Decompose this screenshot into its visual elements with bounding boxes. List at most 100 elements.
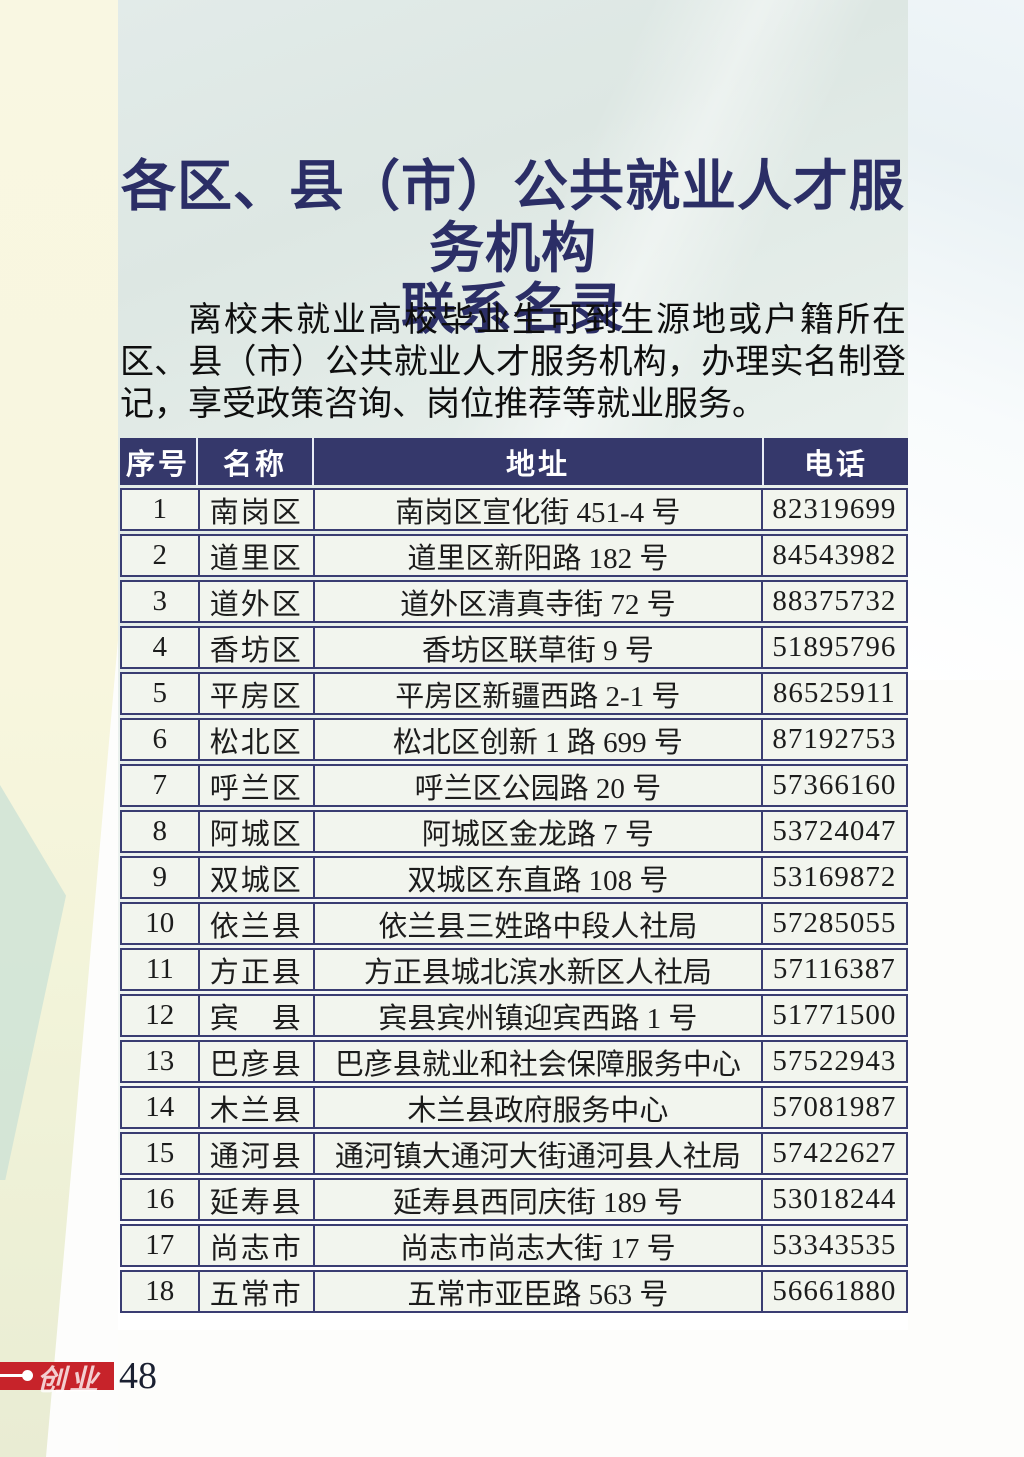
cell-name: 巴彦县 — [197, 1042, 313, 1081]
cell-address: 巴彦县就业和社会保障服务中心 — [312, 1042, 761, 1081]
cell-name: 双城区 — [197, 858, 313, 897]
page-title-line1: 各区、县（市）公共就业人才服务机构 — [120, 155, 905, 279]
background-top-right — [908, 0, 1024, 680]
cell-no: 14 — [145, 1091, 175, 1123]
cell-no: 16 — [145, 1183, 175, 1215]
cell-name: 呼兰区 — [197, 766, 313, 805]
cell-name: 道里区 — [197, 536, 313, 575]
cell-name: 木兰县 — [197, 1088, 313, 1127]
cell-address: 香坊区联草街 9 号 — [312, 628, 761, 667]
table-row: 5 平房区 平房区新疆西路 2-1 号 86525911 — [120, 672, 908, 715]
footer-logo-banner: 创业 — [0, 1362, 114, 1397]
cell-phone: 86525911 — [760, 674, 906, 713]
cell-address: 呼兰区公园路 20 号 — [312, 766, 761, 805]
cell-phone: 57522943 — [760, 1042, 906, 1081]
cell-name: 香坊区 — [197, 628, 313, 667]
table-row: 14 木兰县 木兰县政府服务中心 57081987 — [120, 1086, 908, 1129]
cell-phone: 51895796 — [760, 628, 906, 667]
table-header-row: 序号 名称 地址 电话 — [120, 438, 908, 485]
cell-phone: 51771500 — [760, 996, 906, 1035]
cell-address: 松北区创新 1 路 699 号 — [312, 720, 761, 759]
table-row: 7 呼兰区 呼兰区公园路 20 号 57366160 — [120, 764, 908, 807]
banner-dot-decoration — [22, 1370, 33, 1381]
cell-address: 方正县城北滨水新区人社局 — [312, 950, 761, 989]
cell-phone: 57081987 — [760, 1088, 906, 1127]
cell-no: 8 — [152, 815, 168, 847]
cell-no: 17 — [145, 1229, 175, 1261]
cell-name: 宾 县 — [197, 996, 313, 1035]
cell-address: 依兰县三姓路中段人社局 — [312, 904, 761, 943]
page-title-line2: 联系名录 — [400, 278, 625, 341]
cell-name: 尚志市 — [197, 1226, 313, 1265]
cell-phone: 88375732 — [760, 582, 906, 621]
cell-address: 双城区东直路 108 号 — [312, 858, 761, 897]
cell-phone: 84543982 — [760, 536, 906, 575]
cell-no: 3 — [152, 585, 168, 617]
cell-phone: 57422627 — [760, 1134, 906, 1173]
cell-name: 松北区 — [197, 720, 313, 759]
cell-address: 五常市亚臣路 563 号 — [312, 1272, 761, 1311]
table-row: 4 香坊区 香坊区联草街 9 号 51895796 — [120, 626, 908, 669]
table-row: 15 通河县 通河镇大通河大街通河县人社局 57422627 — [120, 1132, 908, 1175]
banner-line-decoration — [0, 1374, 23, 1377]
table-row: 1 南岗区 南岗区宣化街 451-4 号 82319699 — [120, 488, 908, 531]
cell-no: 7 — [152, 769, 168, 801]
cell-phone: 53724047 — [760, 812, 906, 851]
cell-no: 4 — [152, 631, 168, 663]
cell-address: 南岗区宣化街 451-4 号 — [312, 490, 761, 529]
cell-no: 12 — [145, 999, 175, 1031]
header-cell-phone: 电话 — [761, 438, 908, 485]
cell-phone: 53018244 — [760, 1180, 906, 1219]
table-row: 10 依兰县 依兰县三姓路中段人社局 57285055 — [120, 902, 908, 945]
cell-phone: 53169872 — [760, 858, 906, 897]
table-row: 2 道里区 道里区新阳路 182 号 84543982 — [120, 534, 908, 577]
cell-no: 18 — [145, 1275, 175, 1307]
cell-phone: 82319699 — [760, 490, 906, 529]
header-cell-address: 地址 — [311, 438, 762, 485]
cell-address: 道里区新阳路 182 号 — [312, 536, 761, 575]
cell-no: 9 — [152, 861, 168, 893]
cell-phone: 87192753 — [760, 720, 906, 759]
header-cell-no: 序号 — [125, 448, 190, 481]
table-row: 13 巴彦县 巴彦县就业和社会保障服务中心 57522943 — [120, 1040, 908, 1083]
table-body: 1 南岗区 南岗区宣化街 451-4 号 82319699 2 道里区 道里区新阳路 182… — [120, 488, 908, 1313]
cell-no: 15 — [145, 1137, 175, 1169]
cell-no: 11 — [145, 953, 174, 985]
intro-paragraph: 离校未就业高校毕业生可到生源地或户籍所在区、县（市）公共就业人才服务机构，办理实… — [120, 302, 906, 424]
cell-no: 10 — [145, 907, 175, 939]
cell-address: 延寿县西同庆街 189 号 — [312, 1180, 761, 1219]
table-row: 6 松北区 松北区创新 1 路 699 号 87192753 — [120, 718, 908, 761]
cell-no: 13 — [145, 1045, 175, 1077]
table-row: 8 阿城区 阿城区金龙路 7 号 53724047 — [120, 810, 908, 853]
cell-address: 道外区清真寺街 72 号 — [312, 582, 761, 621]
page-title: 各区、县（市）公共就业人才服务机构 联系名录 — [118, 155, 908, 341]
cell-name: 依兰县 — [197, 904, 313, 943]
cell-phone: 56661880 — [760, 1272, 906, 1311]
cell-phone: 57285055 — [760, 904, 906, 943]
cell-phone: 57116387 — [760, 950, 906, 989]
contact-table: 序号 名称 地址 电话 1 南岗区 南岗区宣化街 451-4 号 82319699 2 道… — [120, 438, 908, 1313]
cell-no: 2 — [152, 539, 168, 571]
cell-address: 尚志市尚志大街 17 号 — [312, 1226, 761, 1265]
cell-name: 平房区 — [197, 674, 313, 713]
cell-address: 阿城区金龙路 7 号 — [312, 812, 761, 851]
cell-no: 6 — [152, 723, 168, 755]
cell-address: 木兰县政府服务中心 — [312, 1088, 761, 1127]
table-row: 18 五常市 五常市亚臣路 563 号 56661880 — [120, 1270, 908, 1313]
cell-phone: 57366160 — [760, 766, 906, 805]
cell-name: 通河县 — [197, 1134, 313, 1173]
table-row: 12 宾 县宾县宾州镇迎宾西路 1 号 51771500 — [120, 994, 908, 1037]
cell-no: 1 — [152, 493, 168, 525]
table-row: 11 方正县 方正县城北滨水新区人社局 57116387 — [120, 948, 908, 991]
chuangye-logo: 创业 — [37, 1365, 102, 1397]
cell-no: 5 — [152, 677, 168, 709]
table-row: 16 延寿县 延寿县西同庆街 189 号 53018244 — [120, 1178, 908, 1221]
table-row: 3 道外区 道外区清真寺街 72 号 88375732 — [120, 580, 908, 623]
cell-name: 延寿县 — [197, 1180, 313, 1219]
cell-address: 平房区新疆西路 2-1 号 — [312, 674, 761, 713]
table-row: 17 尚志市 尚志市尚志大街 17 号 53343535 — [120, 1224, 908, 1267]
cell-phone: 53343535 — [760, 1226, 906, 1265]
cell-name: 方正县 — [197, 950, 313, 989]
cell-address: 宾县宾州镇迎宾西路 1 号 — [312, 996, 761, 1035]
